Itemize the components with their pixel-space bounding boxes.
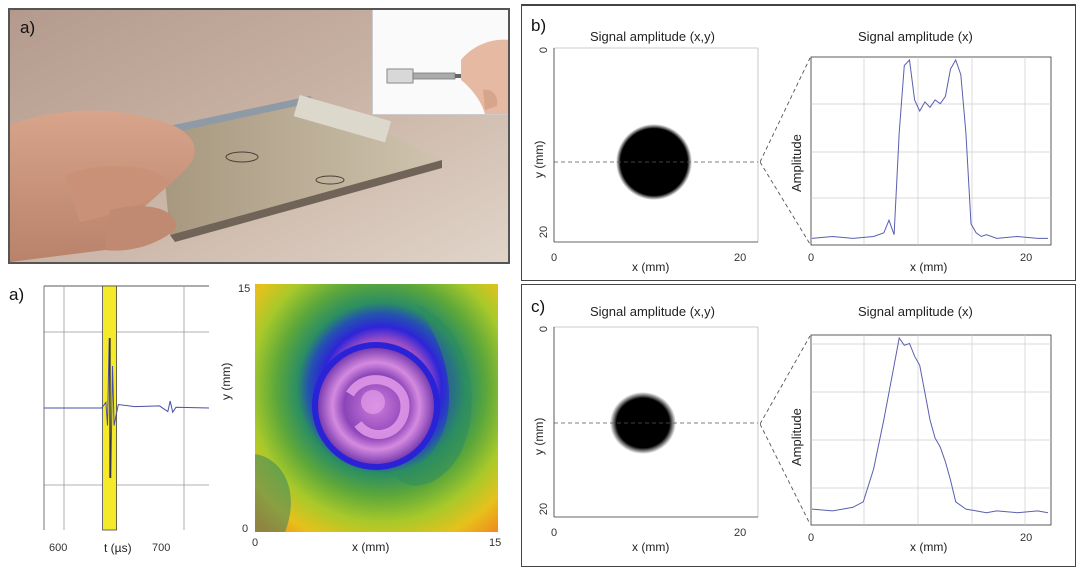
amplitude-image-b bbox=[553, 47, 759, 243]
colormap-xlabel: x (mm) bbox=[352, 540, 390, 554]
image-xtick: 20 bbox=[734, 252, 747, 264]
image-title: Signal amplitude (x,y) bbox=[590, 304, 715, 319]
panel-divider bbox=[521, 284, 1076, 567]
colormap-xtick: 0 bbox=[252, 537, 259, 549]
image-ytick: 0 bbox=[538, 325, 551, 333]
profile-series-line bbox=[811, 336, 1049, 514]
profile-plot-c bbox=[810, 334, 1052, 526]
image-ylabel: y (mm) bbox=[532, 417, 546, 455]
colormap-xtick: 15 bbox=[489, 537, 502, 549]
photo-panel: a) bbox=[8, 8, 510, 264]
colormap-ytick: 0 bbox=[242, 523, 249, 535]
profile-xtick: 20 bbox=[1020, 532, 1033, 544]
profile-series-line bbox=[811, 58, 1048, 239]
signal-xtick: 700 bbox=[152, 542, 171, 554]
image-xtick: 20 bbox=[734, 527, 747, 539]
profile-xtick: 0 bbox=[808, 252, 815, 264]
photo-image bbox=[10, 10, 508, 262]
profile-ylabel: Amplitude bbox=[789, 134, 804, 192]
amplitude-colormap bbox=[255, 284, 498, 532]
profile-plot-b bbox=[810, 56, 1052, 246]
zoom-connector bbox=[760, 335, 811, 525]
panel-label: b) bbox=[531, 16, 547, 35]
inset-photo bbox=[372, 10, 508, 115]
image-title: Signal amplitude (x,y) bbox=[590, 29, 715, 44]
colormap-ytick: 15 bbox=[238, 283, 251, 295]
image-ylabel: y (mm) bbox=[532, 140, 546, 178]
image-xtick: 0 bbox=[551, 527, 558, 539]
profile-ylabel: Amplitude bbox=[789, 408, 804, 466]
profile-title: Signal amplitude (x) bbox=[858, 304, 973, 319]
profile-title: Signal amplitude (x) bbox=[858, 29, 973, 44]
signal-trace bbox=[44, 337, 210, 479]
profile-xtick: 0 bbox=[808, 532, 815, 544]
image-xlabel: x (mm) bbox=[632, 540, 670, 554]
profile-xlabel: x (mm) bbox=[910, 260, 948, 274]
zoom-connector bbox=[760, 57, 811, 245]
signal-xtick: 600 bbox=[49, 542, 68, 554]
image-ytick: 20 bbox=[538, 502, 551, 516]
profile-xtick: 20 bbox=[1020, 252, 1033, 264]
image-ytick: 0 bbox=[538, 46, 551, 54]
signal-xlabel: t (µs) bbox=[104, 541, 132, 555]
image-xlabel: x (mm) bbox=[632, 260, 670, 274]
amplitude-image-c bbox=[553, 326, 759, 518]
panel-divider bbox=[521, 4, 1076, 281]
image-ytick: 20 bbox=[538, 225, 551, 239]
colormap-ylabel: y (mm) bbox=[219, 362, 233, 400]
panel-label: a) bbox=[20, 18, 36, 37]
profile-xlabel: x (mm) bbox=[910, 540, 948, 554]
signal-plot bbox=[43, 285, 210, 531]
panel-label: c) bbox=[531, 297, 546, 316]
panel-label: a) bbox=[9, 285, 25, 304]
image-xtick: 0 bbox=[551, 252, 558, 264]
